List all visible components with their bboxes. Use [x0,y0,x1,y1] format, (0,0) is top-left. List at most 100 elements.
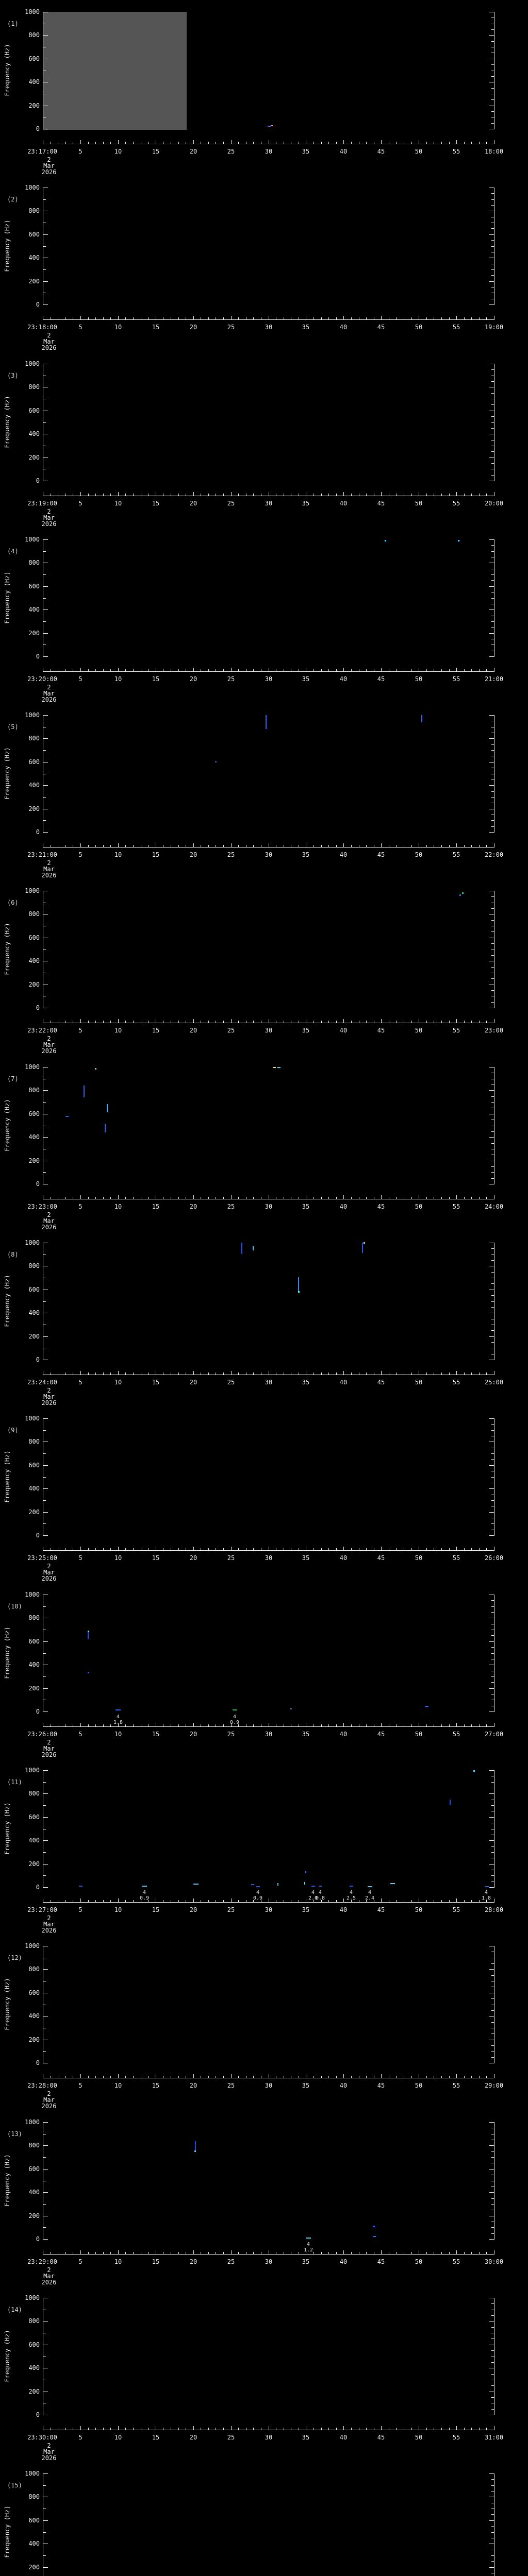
y-tick-label: 0 [36,2059,40,2066]
event-annotation: 4 [349,1890,353,1895]
x-minor-tick [223,142,224,144]
x-minor-tick [208,1548,209,1550]
x-tick-label: 25 [227,2258,235,2265]
x-tick-label: 50 [415,2434,423,2441]
y-minor-tick [43,2532,46,2533]
x-minor-tick [471,669,472,671]
x-tick-label: 25 [227,148,235,155]
x-minor-tick [411,1724,412,1726]
x-minor-tick [321,494,322,496]
x-minor-tick [411,1197,412,1199]
y-minor-tick [491,64,494,65]
x-minor-tick [426,1021,427,1023]
x-minor-tick [471,2428,472,2430]
x-major-tick [456,668,457,671]
x-minor-tick [396,494,397,496]
x-minor-tick [125,142,126,144]
x-minor-tick [178,1548,179,1550]
x-major-tick [343,1019,344,1023]
x-minor-tick [65,494,66,496]
x-minor-tick [238,1900,239,1902]
x-minor-tick [336,1548,337,1550]
x-minor-tick [208,317,209,319]
date-label: Mar [43,2448,55,2455]
x-tick-label: 5 [78,675,82,683]
x-minor-tick [95,142,96,144]
x-minor-tick [65,1724,66,1726]
x-tick-label: 35 [302,2258,310,2265]
spectral-detection-mark [305,1871,306,1873]
x-minor-tick [328,845,329,847]
spectral-detection-mark [273,1067,276,1068]
x-minor-tick [103,2076,104,2078]
y-tick-label: 1000 [25,2294,40,2301]
x-tick-label: 35 [302,1379,310,1386]
y-minor-tick [43,1301,46,1302]
y-tick-label: 600 [28,407,40,414]
x-minor-tick [366,845,367,847]
y-major-tick [43,281,48,282]
x-minor-tick [366,494,367,496]
date-label: 2026 [41,1399,57,1406]
x-minor-tick [449,2076,450,2078]
y-minor-tick [491,2198,494,2199]
x-major-tick [231,1371,232,1375]
x-tick-label: 30 [265,1027,273,1034]
x-minor-tick [208,1021,209,1023]
y-tick-label: 1000 [25,1415,40,1422]
y-tick-label: 0 [36,301,40,308]
x-minor-tick [321,142,322,144]
spectral-detection-mark [142,1886,147,1887]
y-major-tick [489,1465,494,1466]
x-minor-tick [253,1724,254,1726]
y-minor-tick [43,1500,46,1501]
spectral-detection-mark [268,126,271,127]
x-minor-tick [351,2076,352,2078]
x-minor-tick [223,2428,224,2430]
y-tick-label: 0 [36,2235,40,2243]
x-major-tick [343,140,344,144]
y-major-tick [43,1688,48,1689]
x-minor-tick [95,2252,96,2254]
x-minor-tick [471,1372,472,1375]
x-major-tick [193,1899,194,1902]
y-minor-tick [491,1430,494,1431]
x-minor-tick [208,1372,209,1375]
x-major-tick [118,1195,119,1199]
y-tick-label: 600 [28,1989,40,1996]
y-minor-tick [491,2532,494,2533]
x-minor-tick [449,1900,450,1902]
x-minor-tick [208,2076,209,2078]
x-minor-tick [471,317,472,319]
y-minor-tick [491,2479,494,2480]
spectral-detection-mark [256,1886,260,1887]
x-tick-label: 45 [377,148,385,155]
y-major-tick [43,609,48,610]
y-tick-label: 600 [28,2517,40,2524]
y-tick-label: 800 [28,1438,40,1445]
y-minor-tick [491,451,494,452]
x-minor-tick [95,1724,96,1726]
spectral-detection-mark [271,125,273,126]
y-major-tick [43,304,48,305]
x-minor-tick [125,1372,126,1375]
spectral-detection-mark [195,2141,196,2150]
x-minor-tick [464,142,465,144]
x-tick-label: 15 [152,1731,160,1738]
event-annotation: 2.5 [346,1895,356,1901]
date-label: 2026 [41,872,57,879]
y-minor-tick [43,2157,46,2158]
y-major-tick [489,1711,494,1712]
y-major-tick [43,1793,48,1794]
x-major-tick [193,2074,194,2078]
y-tick-label: 600 [28,1110,40,1117]
x-minor-tick [238,1372,239,1375]
x-tick-label: 35 [302,1906,310,1913]
x-tick-label: 35 [302,1554,310,1562]
x-minor-tick [125,1900,126,1902]
y-minor-tick [491,896,494,897]
y-minor-tick [491,1500,494,1501]
x-minor-tick [351,845,352,847]
x-minor-tick [396,1021,397,1023]
y-major-tick [489,1793,494,1794]
